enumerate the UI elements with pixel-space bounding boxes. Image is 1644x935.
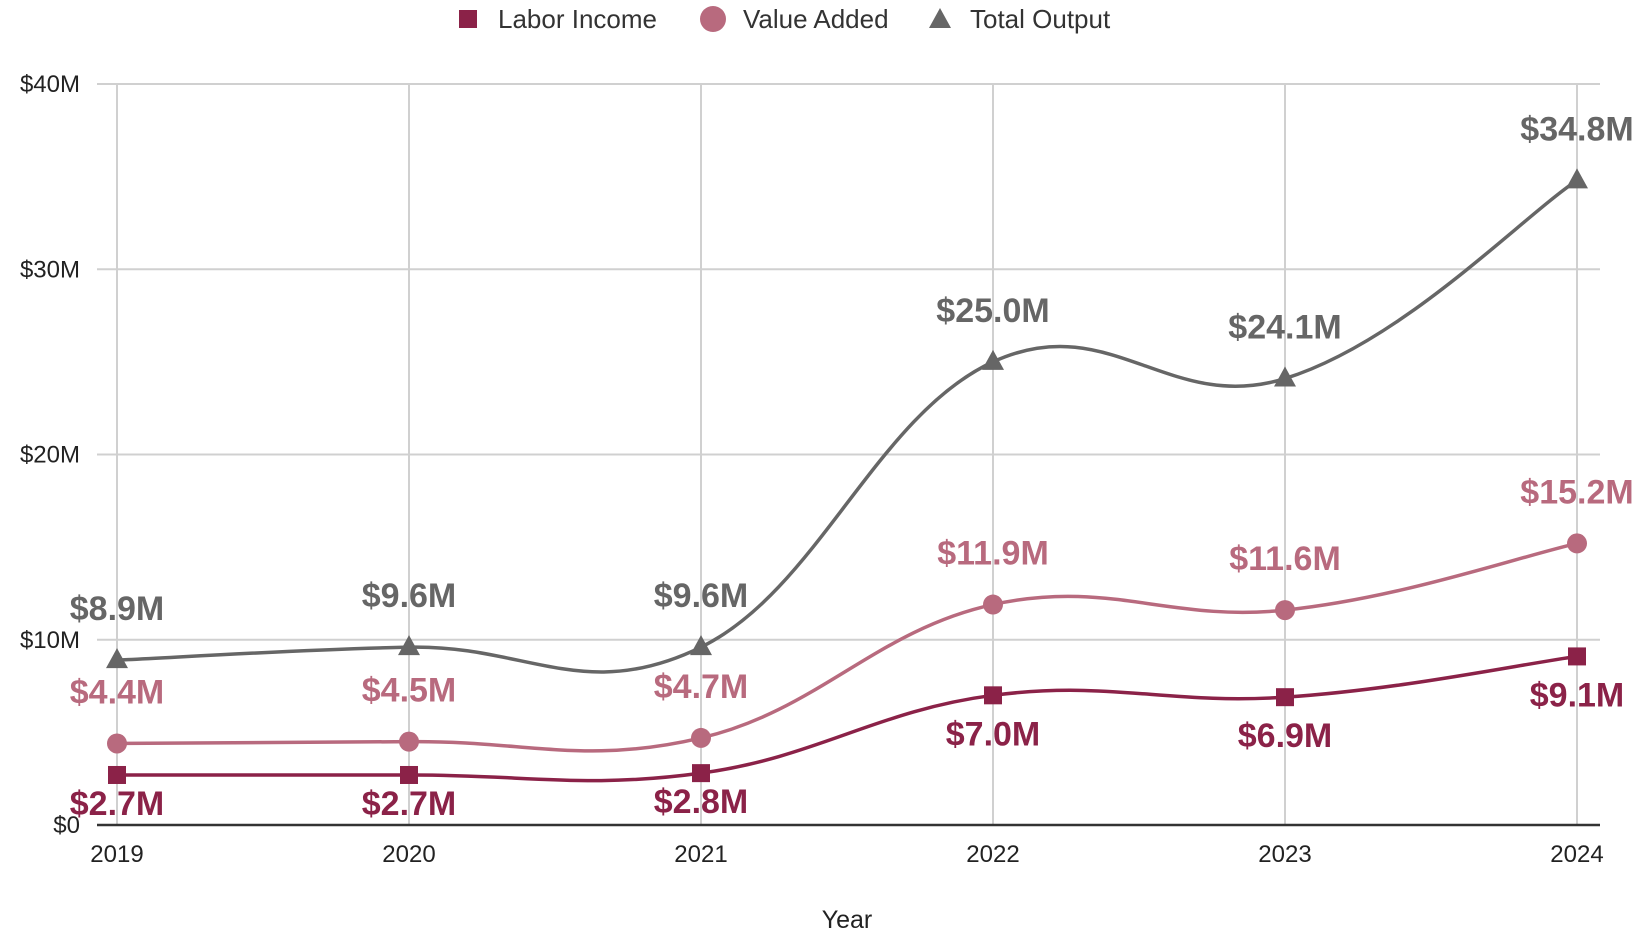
y-tick-label: $30M [20, 256, 80, 283]
data-point-value-added [107, 733, 127, 754]
data-label-total-output: $25.0M [936, 292, 1049, 330]
data-point-total-output [1566, 168, 1588, 189]
y-tick-label: $40M [20, 71, 80, 98]
data-label-total-output: $9.6M [654, 577, 749, 615]
data-point-labor-income [1276, 688, 1294, 707]
data-label-total-output: $34.8M [1520, 110, 1633, 148]
data-label-total-output: $24.1M [1228, 309, 1341, 347]
data-point-labor-income [400, 765, 418, 784]
axes: $0 $10M $20M $30M $40M 2019 2020 2021 2022 2023 20… [20, 71, 1604, 868]
legend-marker-square-icon [459, 10, 477, 28]
x-tick-label: 2024 [1550, 841, 1603, 868]
data-point-value-added [1567, 533, 1587, 554]
x-axis-title: Year [822, 906, 873, 934]
legend-label: Value Added [743, 4, 889, 34]
data-point-total-output [106, 648, 128, 669]
legend-item-labor-income: Labor Income [459, 4, 657, 34]
data-point-total-output [1274, 366, 1296, 387]
data-label-value-added: $4.4M [70, 673, 165, 711]
data-label-value-added: $15.2M [1520, 473, 1633, 511]
series-line-value-added [116, 541, 1578, 753]
data-label-value-added: $4.5M [362, 672, 457, 710]
data-label-labor-income: $7.0M [946, 715, 1041, 753]
data-point-total-output [398, 635, 420, 656]
x-tick-label: 2020 [382, 841, 435, 868]
legend-marker-triangle-icon [929, 8, 951, 28]
data-point-labor-income [1568, 647, 1586, 666]
data-point-value-added [1275, 600, 1295, 621]
data-labels: $2.7M $2.7M $2.8M $7.0M $6.9M $9.1M $4.4M $4.5M… [70, 110, 1634, 823]
y-tick-label: $0 [53, 812, 80, 839]
data-label-value-added: $4.7M [654, 668, 749, 706]
y-tick-label: $20M [20, 442, 80, 469]
data-point-total-output [690, 635, 712, 656]
legend-label: Total Output [970, 4, 1111, 34]
legend-item-value-added: Value Added [700, 4, 889, 34]
series-lines [106, 168, 1588, 784]
data-point-labor-income [984, 686, 1002, 705]
data-label-value-added: $11.6M [1229, 540, 1341, 578]
x-tick-label: 2022 [966, 841, 1019, 868]
data-label-total-output: $8.9M [70, 590, 165, 628]
data-point-labor-income [108, 765, 126, 784]
data-point-total-output [982, 349, 1004, 370]
legend-marker-circle-icon [700, 6, 726, 32]
legend-label: Labor Income [498, 4, 657, 34]
x-tick-label: 2023 [1258, 841, 1311, 868]
data-label-labor-income: $2.7M [362, 785, 457, 823]
x-tick-label: 2021 [674, 841, 727, 868]
data-label-labor-income: $6.9M [1238, 717, 1333, 755]
series-line-total-output [116, 178, 1578, 674]
data-point-value-added [983, 594, 1003, 615]
data-point-value-added [691, 727, 711, 748]
data-label-labor-income: $2.8M [654, 783, 749, 821]
legend: Labor Income Value Added Total Output [459, 4, 1111, 34]
data-label-labor-income: $9.1M [1530, 676, 1625, 714]
gridlines [97, 83, 1600, 825]
data-label-value-added: $11.9M [937, 535, 1049, 573]
y-tick-label: $10M [20, 627, 80, 654]
data-label-total-output: $9.6M [362, 577, 457, 615]
data-label-labor-income: $2.7M [70, 785, 165, 823]
data-point-labor-income [692, 764, 710, 783]
series-line-labor-income [116, 654, 1578, 783]
x-tick-label: 2019 [90, 841, 143, 868]
legend-item-total-output: Total Output [929, 4, 1111, 34]
data-point-value-added [399, 731, 419, 752]
